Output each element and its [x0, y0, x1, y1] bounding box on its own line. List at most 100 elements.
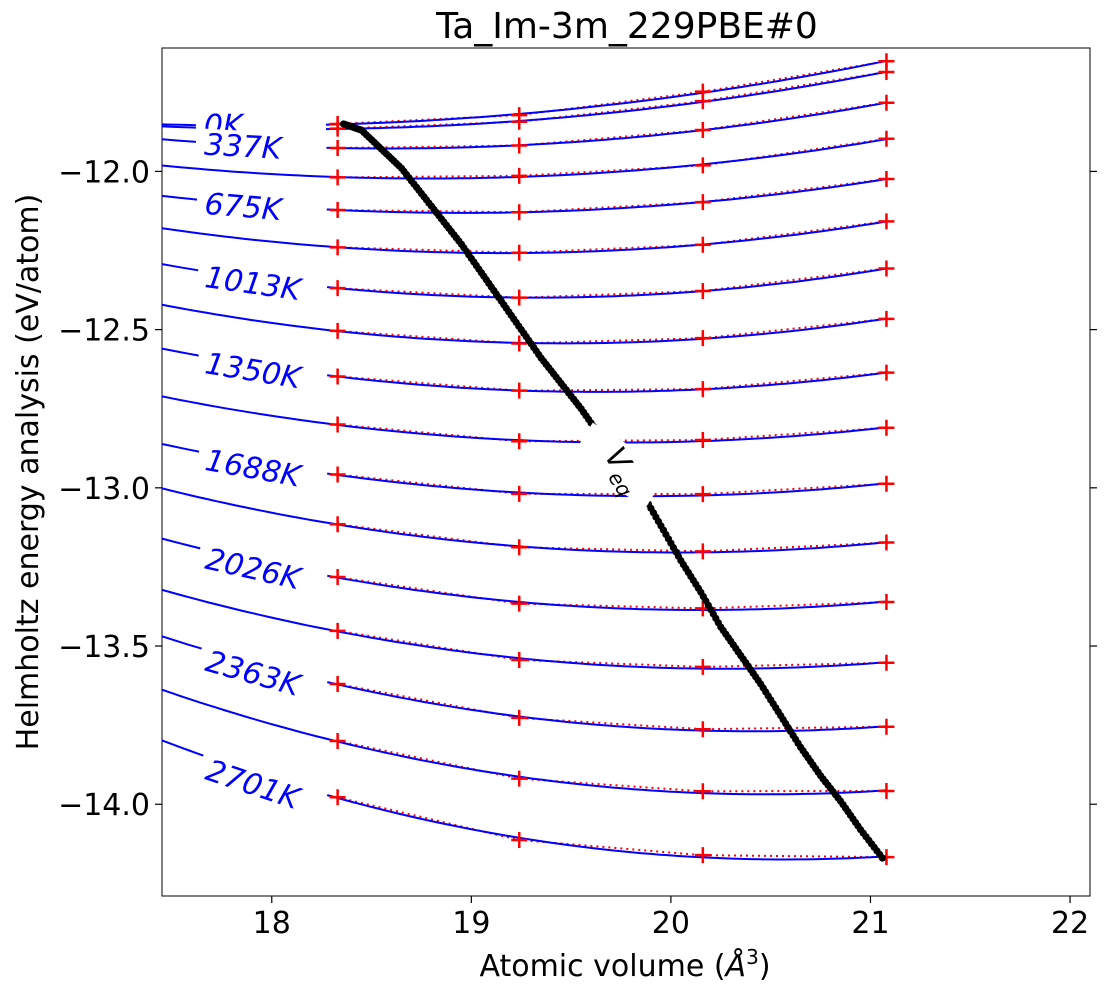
data-point: [878, 94, 895, 111]
data-point: [329, 280, 346, 297]
data-point: [878, 213, 895, 230]
data-point: [694, 194, 711, 211]
data-point: [694, 432, 711, 449]
y-axis-label-group: Helmholtz energy analysis (eV/atom): [11, 194, 46, 751]
data-point: [694, 658, 711, 675]
series-label-bg: [194, 643, 329, 711]
series-label: 1688K: [202, 443, 305, 495]
series-dotted-line: [337, 178, 887, 214]
series-label: 1013K: [203, 260, 305, 308]
veq-label-bg: [569, 422, 670, 508]
series-dotted-line: [337, 101, 887, 149]
data-point: [511, 595, 528, 612]
data-point: [878, 64, 895, 81]
series-dotted-line: [337, 317, 887, 345]
x-axis-label-text: Atomic volume (: [479, 949, 725, 984]
data-point: [511, 167, 528, 184]
data-point: [878, 310, 895, 327]
series-label-bg: [194, 541, 329, 603]
series-label-bg: [194, 346, 329, 401]
series-label-bg: [195, 128, 328, 170]
series-dotted-line: [337, 629, 887, 668]
veq-point: [878, 854, 887, 862]
x-tick-label: 18: [253, 906, 291, 941]
data-point: [329, 789, 346, 806]
x-axis-label-close: ): [759, 949, 771, 984]
data-point: [329, 322, 346, 339]
series-dotted-line: [337, 576, 887, 610]
series-fit-curve: [162, 487, 887, 554]
data-point: [329, 169, 346, 186]
plot-area: 0K337K675K1013K1350K1688K2026K2363K2701K…: [162, 53, 895, 866]
data-point: [694, 486, 711, 503]
data-point: [329, 368, 346, 385]
y-tick-label: −13.5: [58, 630, 150, 665]
data-point: [878, 419, 895, 436]
series-label: 2701K: [201, 753, 305, 817]
series-label: 2363K: [202, 644, 306, 704]
data-point: [511, 770, 528, 787]
data-point: [694, 381, 711, 398]
x-tick-label: 19: [452, 906, 490, 941]
data-point: [329, 416, 346, 433]
data-point: [511, 831, 528, 848]
data-point: [329, 139, 346, 156]
series-label: 1350K: [203, 346, 306, 396]
data-point: [329, 239, 346, 256]
y-axis-label: Helmholtz energy analysis (eV/atom): [11, 194, 46, 751]
data-point: [878, 475, 895, 492]
data-point: [329, 516, 346, 533]
data-point: [329, 622, 346, 639]
y-axis: −12.0 −12.5 −13.0 −13.5 −14.0: [58, 155, 1097, 823]
data-point: [878, 594, 895, 611]
data-point: [511, 335, 528, 352]
series-dotted-line: [337, 523, 887, 553]
series-dotted-line: [337, 137, 887, 179]
x-tick-label: 21: [851, 906, 889, 941]
x-tick-label: 22: [1051, 906, 1089, 941]
data-point: [329, 676, 346, 692]
series-dotted-line: [337, 796, 887, 859]
series-dotted-line: [337, 220, 887, 254]
series-dotted-line: [337, 267, 887, 299]
data-point: [329, 732, 346, 749]
series-label-bg: [195, 187, 328, 232]
data-point: [511, 113, 528, 130]
data-point: [511, 137, 528, 154]
y-tick-label: −13.0: [58, 472, 150, 507]
series-label-bg: [193, 751, 328, 826]
plot-frame: [161, 47, 1091, 897]
data-point: [511, 651, 528, 668]
data-point: [694, 783, 711, 800]
chart-title: Ta_Im-3m_229PBE#0: [435, 6, 818, 47]
data-point: [511, 709, 528, 726]
series-label-bg: [194, 442, 329, 500]
series-label-bg: [194, 260, 329, 312]
data-point: [511, 382, 528, 399]
series-label: 2026K: [202, 542, 306, 598]
y-tick-label: −12.5: [58, 314, 150, 349]
data-point: [511, 539, 528, 556]
data-point: [878, 170, 895, 187]
data-point: [329, 569, 346, 586]
x-axis-label: Atomic volume (Å3): [479, 945, 770, 984]
series-dotted-line: [337, 473, 887, 496]
data-point: [878, 130, 895, 147]
data-point: [694, 121, 711, 138]
data-point: [878, 654, 895, 671]
data-point: [511, 244, 528, 261]
series-label: 675K: [203, 187, 285, 228]
y-tick-label: −14.0: [58, 788, 150, 823]
y-tick-label: −12.0: [58, 155, 150, 190]
x-axis-label-unit: Å: [724, 948, 747, 984]
data-point: [694, 283, 711, 300]
data-point: [694, 93, 711, 110]
data-point: [511, 485, 528, 502]
data-point: [878, 718, 895, 735]
x-axis: 18 19 20 21 22: [253, 896, 1089, 941]
x-axis-label-sup: 3: [746, 945, 759, 969]
series-fit-curve: [162, 588, 887, 670]
data-point: [878, 364, 895, 381]
data-point: [878, 782, 895, 799]
